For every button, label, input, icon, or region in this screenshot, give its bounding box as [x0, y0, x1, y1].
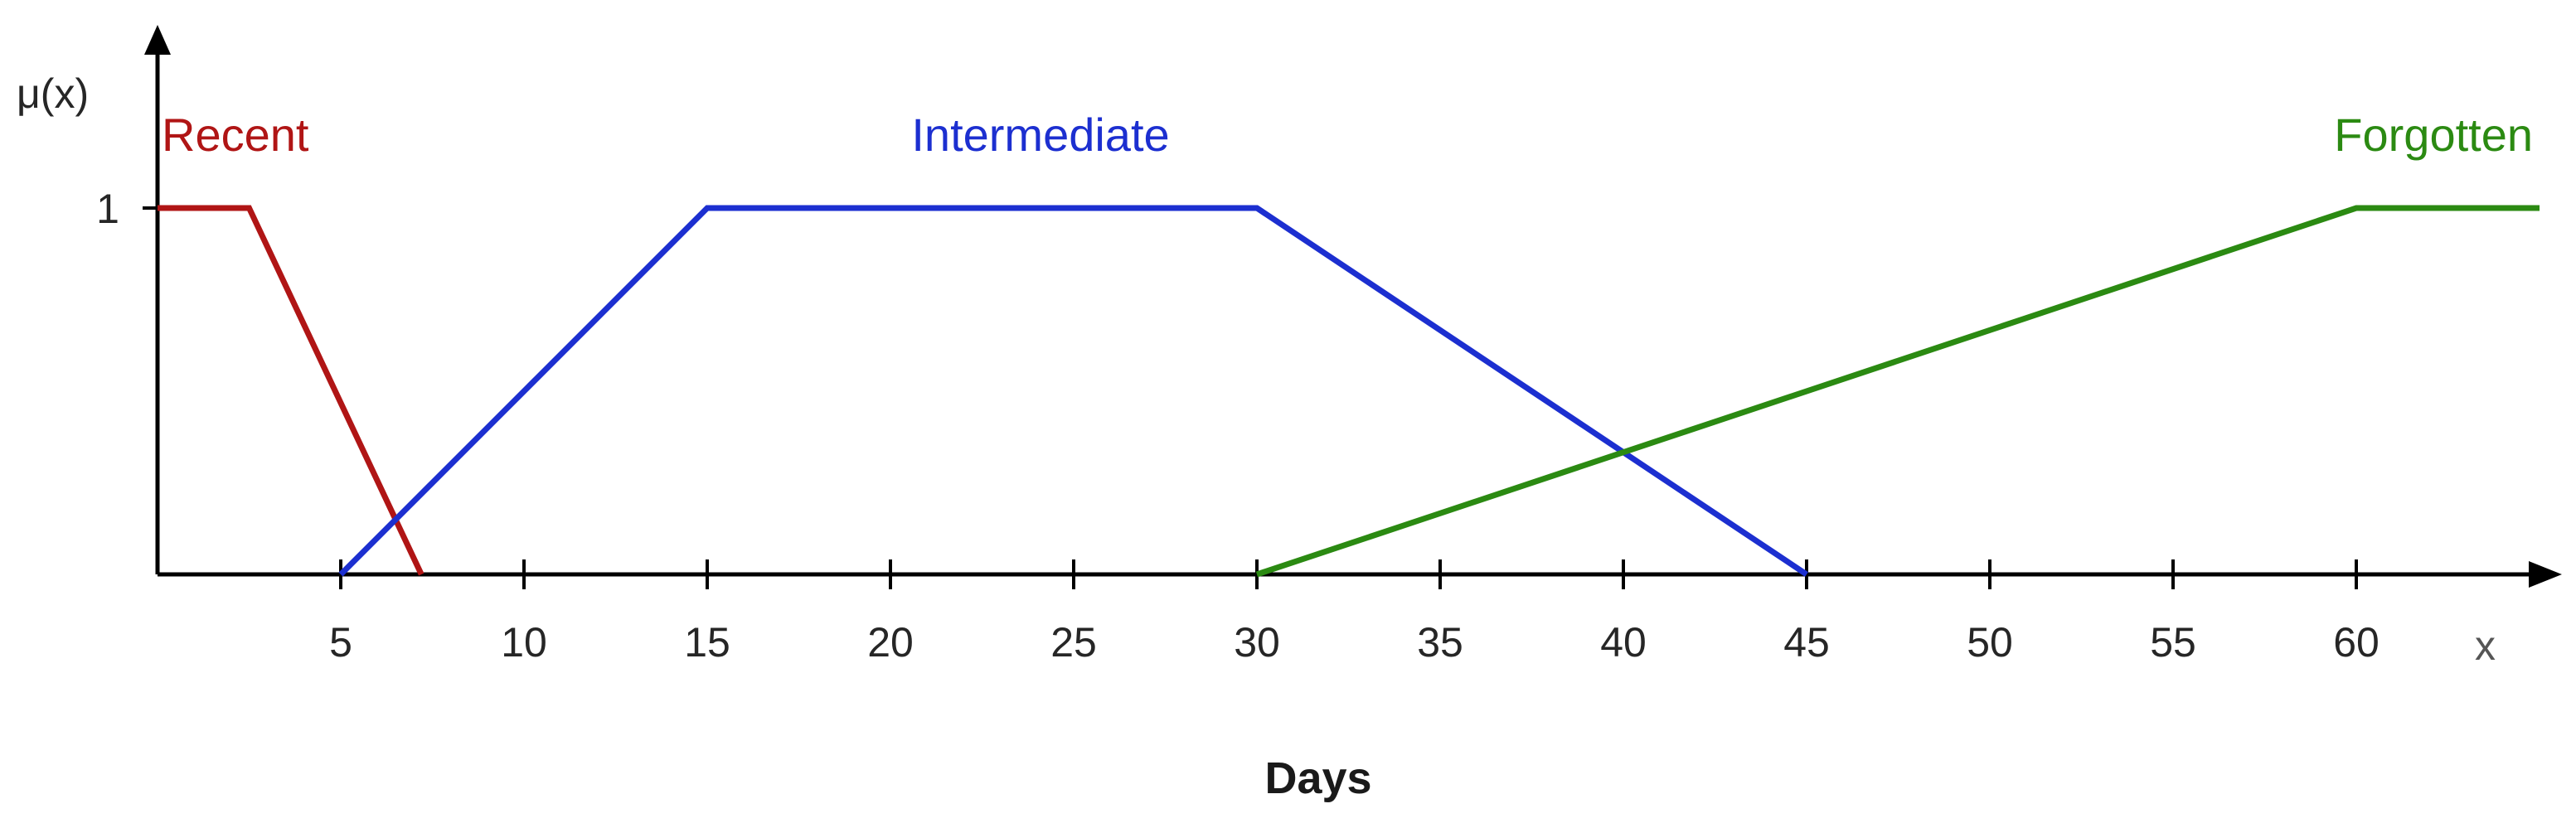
series-label-recent: Recent	[162, 109, 309, 161]
x-tick-label: 20	[867, 619, 914, 666]
axes	[144, 25, 2562, 588]
x-tick-label: 40	[1600, 619, 1647, 666]
series-lines	[158, 205, 2540, 578]
x-axis-variable-label: x	[2475, 622, 2496, 669]
x-tick-label: 55	[2150, 619, 2196, 666]
x-tick-label: 10	[501, 619, 547, 666]
series-label-intermediate: Intermediate	[911, 109, 1169, 161]
series-labels: Recent Intermediate Forgotten	[162, 109, 2533, 161]
x-ticks: 5 10 15 20 25 30 35 40 45 50 55 60	[329, 559, 2380, 666]
x-tick-label: 30	[1234, 619, 1280, 666]
x-tick-label: 5	[329, 619, 352, 666]
series-line-recent	[158, 205, 424, 576]
y-tick-label: 1	[96, 186, 119, 232]
x-tick-label: 60	[2333, 619, 2380, 666]
x-axis-title: Days	[1264, 753, 1371, 803]
x-axis-arrowhead	[2529, 561, 2562, 588]
y-ticks: 1	[96, 186, 161, 232]
series-line-forgotten	[1255, 205, 2540, 578]
series-label-forgotten: Forgotten	[2334, 109, 2533, 161]
x-tick-label: 35	[1417, 619, 1463, 666]
x-tick-label: 50	[1967, 619, 2013, 666]
x-tick-label: 45	[1783, 619, 1830, 666]
series-line-intermediate	[338, 205, 1808, 577]
y-axis-label: μ(x)	[17, 70, 89, 117]
x-tick-label: 15	[684, 619, 730, 666]
x-tick-label: 25	[1050, 619, 1097, 666]
y-axis-arrowhead	[144, 25, 171, 55]
